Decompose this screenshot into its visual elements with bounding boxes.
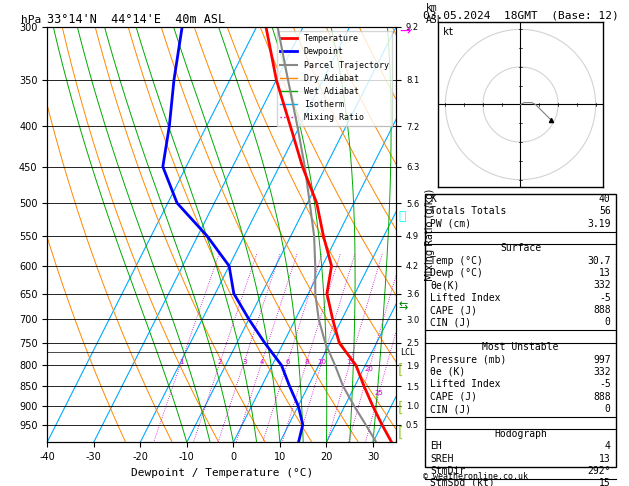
Text: 4: 4 [260, 359, 264, 365]
Text: 2: 2 [218, 359, 222, 365]
Text: 20: 20 [365, 366, 374, 372]
Text: SREH: SREH [430, 453, 454, 464]
Text: 292°: 292° [587, 466, 611, 476]
Text: 33°14'N  44°14'E  40m ASL: 33°14'N 44°14'E 40m ASL [47, 13, 225, 26]
Text: Hodograph: Hodograph [494, 429, 547, 439]
Text: 0: 0 [605, 317, 611, 328]
Text: 56: 56 [599, 206, 611, 216]
Text: 0: 0 [605, 404, 611, 414]
Text: 15: 15 [346, 359, 355, 365]
Text: ⇆: ⇆ [398, 301, 408, 311]
Text: 3.19: 3.19 [587, 219, 611, 228]
Text: 1: 1 [179, 359, 184, 365]
Text: 332: 332 [593, 280, 611, 290]
FancyBboxPatch shape [425, 194, 616, 467]
Text: [: [ [398, 401, 404, 415]
Text: 4: 4 [605, 441, 611, 451]
Text: -5: -5 [599, 293, 611, 303]
Text: 3: 3 [242, 359, 247, 365]
Text: [: [ [398, 426, 404, 439]
Text: 10: 10 [318, 359, 326, 365]
Text: 15: 15 [599, 478, 611, 486]
Text: 40: 40 [599, 194, 611, 204]
Text: LCL: LCL [400, 347, 415, 357]
Text: StmDir: StmDir [430, 466, 465, 476]
Text: 13: 13 [599, 268, 611, 278]
Text: CIN (J): CIN (J) [430, 317, 472, 328]
Text: →: → [399, 25, 411, 38]
Text: Lifted Index: Lifted Index [430, 293, 501, 303]
Text: θe (K): θe (K) [430, 367, 465, 377]
Text: EH: EH [430, 441, 442, 451]
Text: 8: 8 [304, 359, 309, 365]
Text: 13: 13 [599, 453, 611, 464]
Text: 25: 25 [374, 390, 383, 396]
Text: θe(K): θe(K) [430, 280, 460, 290]
Text: Most Unstable: Most Unstable [482, 342, 559, 352]
Text: CAPE (J): CAPE (J) [430, 392, 477, 402]
Text: Surface: Surface [500, 243, 541, 253]
Text: Totals Totals: Totals Totals [430, 206, 507, 216]
Text: 997: 997 [593, 355, 611, 364]
Text: 332: 332 [593, 367, 611, 377]
Text: StmSpd (kt): StmSpd (kt) [430, 478, 495, 486]
Text: Dewp (°C): Dewp (°C) [430, 268, 483, 278]
X-axis label: Dewpoint / Temperature (°C): Dewpoint / Temperature (°C) [131, 468, 313, 478]
Text: CAPE (J): CAPE (J) [430, 305, 477, 315]
Text: © weatheronline.co.uk: © weatheronline.co.uk [423, 472, 528, 481]
Text: Pressure (mb): Pressure (mb) [430, 355, 507, 364]
Text: kt: kt [443, 27, 455, 37]
Text: 03.05.2024  18GMT  (Base: 12): 03.05.2024 18GMT (Base: 12) [423, 11, 619, 21]
Text: 6: 6 [286, 359, 290, 365]
Text: 888: 888 [593, 392, 611, 402]
Text: 888: 888 [593, 305, 611, 315]
Text: -5: -5 [599, 380, 611, 389]
Text: 30.7: 30.7 [587, 256, 611, 266]
Text: CIN (J): CIN (J) [430, 404, 472, 414]
Text: Lifted Index: Lifted Index [430, 380, 501, 389]
Y-axis label: Mixing Ratio (g/kg): Mixing Ratio (g/kg) [425, 189, 435, 280]
Text: PW (cm): PW (cm) [430, 219, 472, 228]
Legend: Temperature, Dewpoint, Parcel Trajectory, Dry Adiabat, Wet Adiabat, Isotherm, Mi: Temperature, Dewpoint, Parcel Trajectory… [277, 31, 392, 125]
Text: hPa: hPa [21, 15, 42, 25]
Text: [: [ [398, 363, 404, 376]
Text: km
ASL: km ASL [426, 3, 443, 25]
Text: K: K [430, 194, 436, 204]
Text: Temp (°C): Temp (°C) [430, 256, 483, 266]
Text: ⥤: ⥤ [398, 210, 406, 223]
